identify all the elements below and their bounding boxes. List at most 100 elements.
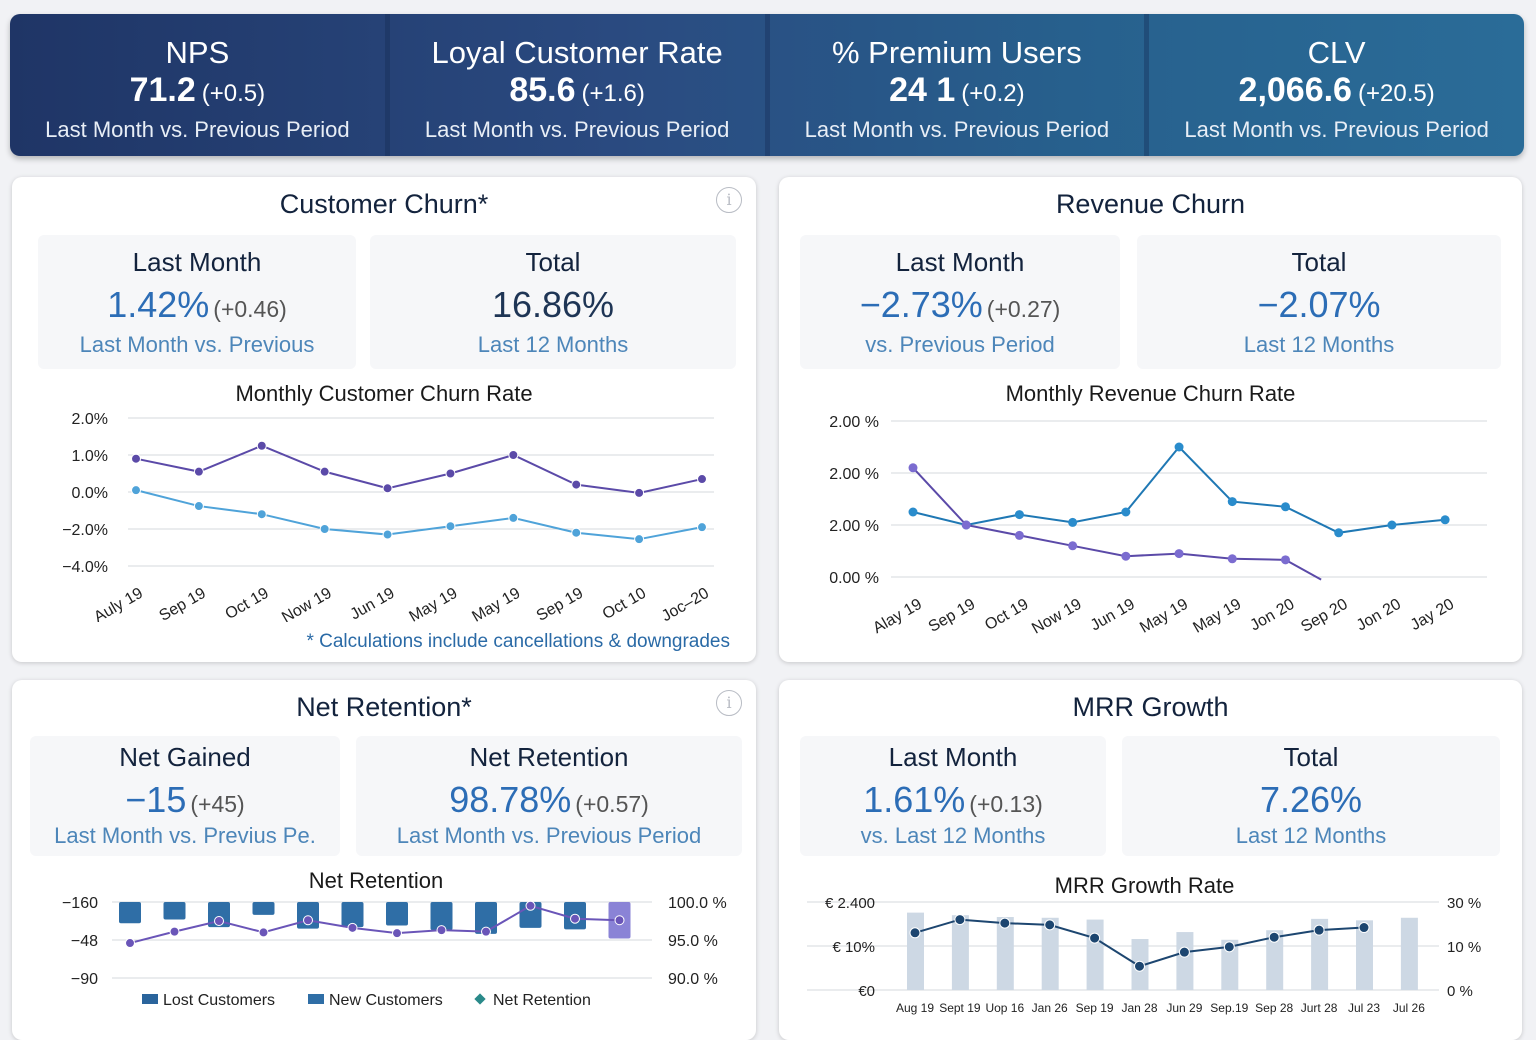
bar [951, 915, 969, 990]
x-tick-label: Sep 28 [1255, 1001, 1293, 1015]
panel-delta: (+45) [190, 791, 245, 817]
series-0-point [1280, 502, 1290, 512]
net-retention-point [347, 922, 358, 933]
legend-label: New Customers [329, 992, 443, 1009]
series-0-point [508, 450, 519, 460]
x-tick-label: Jurt 28 [1301, 1001, 1338, 1015]
y-tick-label: 1.0% [72, 448, 108, 465]
net-retention-point [525, 900, 536, 911]
panel-label: Last Month [888, 742, 1018, 772]
growth-rate-point [999, 917, 1011, 929]
kpi-title: Loyal Customer Rate [431, 35, 723, 70]
legend-swatch [142, 994, 158, 1004]
last-month-panel: Last Month 1.42% (+0.46) Last Month vs. P… [38, 235, 356, 369]
kpi-nps[interactable]: NPS 71.2 (+0.5) Last Month vs. Previous Per… [10, 14, 390, 156]
x-tick-label: Oct 19 [982, 596, 1031, 634]
mrr-growth-chart: € 2.400 € 10% €0 30 % 10 % 0 % Aug 19 Sept 19 Uo… [807, 895, 1481, 1015]
bar [1311, 918, 1329, 990]
bar [1266, 930, 1284, 990]
total-panel: Total −2.07% Last 12 Months [1137, 235, 1501, 369]
x-tick-label: May 19 [407, 585, 461, 622]
series-1-point [1174, 549, 1184, 559]
info-icon[interactable]: i [716, 187, 742, 213]
series-1-point [697, 522, 707, 533]
kpi-premium-users[interactable]: % Premium Users 24 1 (+0.2) Last Month vs. … [770, 14, 1150, 156]
series-1-point [382, 529, 393, 540]
x-tick-label: Jul 23 [1348, 1001, 1380, 1015]
series-0-point [634, 487, 645, 498]
last-month-panel: Last Month −2.73% (+0.27) vs. Previous Pe… [800, 235, 1120, 369]
x-tick-label: Aug 19 [896, 1001, 934, 1015]
chart-title: Net Retention [308, 868, 444, 893]
customer-churn-card: Customer Churn* i Last Month 1.42% (+0.46… [12, 177, 756, 662]
panel-delta: (+0.57) [575, 791, 649, 817]
series-1-point [1280, 555, 1290, 565]
kpi-clv[interactable]: CLV 2,066.6 (+20.5) Last Month vs. Previous… [1149, 14, 1524, 156]
bar-lost-customers [208, 902, 230, 928]
kpi-delta: (+20.5) [1357, 80, 1435, 107]
y-right-tick-label: 100.0 % [668, 895, 727, 912]
y-tick-label: 0.00 % [829, 570, 879, 587]
y-right-tick-label: 10 % [1447, 939, 1481, 956]
kpi-delta: (+0.2) [961, 80, 1025, 107]
kpi-title: % Premium Users [831, 35, 1082, 70]
x-tick-label: Jay 20 [1408, 596, 1457, 634]
y-left-tick-label: €0 [858, 983, 875, 1000]
x-tick-label: Sep 19 [534, 585, 587, 622]
panel-sub: Last 12 Months [477, 332, 629, 357]
net-retention-chart: −160 −48 −90 100.0 % 95.0 % 90.0 % Lost Custom… [62, 895, 727, 1009]
net-retention-point [570, 913, 580, 924]
series-1-point [131, 485, 141, 496]
panel-sub: vs. Last 12 Months [860, 823, 1046, 848]
kpi-sub: Last Month vs. Previous Period [804, 117, 1110, 142]
x-tick-label: Jun 19 [347, 585, 397, 622]
bar-lost-customers [163, 902, 186, 920]
x-tick-label: May 19 [1190, 596, 1244, 637]
x-tick-label: Jan 28 [1121, 1001, 1157, 1015]
x-tick-label: May 19 [469, 585, 523, 622]
series-1-point [319, 524, 330, 534]
series-1-point [1121, 551, 1131, 561]
x-tick-label: Now 19 [1029, 596, 1085, 638]
info-icon[interactable]: i [716, 690, 742, 716]
net-retention-point [436, 925, 447, 936]
growth-rate-point [1358, 922, 1370, 934]
series-0-point [131, 453, 141, 464]
growth-rate-point [1178, 946, 1190, 958]
kpi-loyal-rate[interactable]: Loyal Customer Rate 85.6 (+1.6) Last Month … [390, 14, 770, 156]
series-0-point [319, 466, 330, 477]
series-0-point [571, 479, 582, 490]
panel-value: 1.61% [863, 779, 966, 820]
panel-value: −2.73% [859, 284, 983, 325]
y-right-tick-label: 95.0 % [668, 933, 718, 950]
growth-rate-point [1223, 941, 1235, 953]
panel-label: Total [1283, 742, 1339, 772]
y-tick-label: 2.0% [72, 411, 108, 428]
panel-value: 98.78% [449, 779, 572, 820]
series-0-point [1121, 507, 1131, 517]
growth-rate-point [1268, 931, 1280, 943]
bar-lost-customers [386, 902, 408, 926]
kpi-delta: (+1.6) [581, 80, 645, 107]
net-retention-point [125, 938, 135, 949]
series-0-point [1174, 442, 1184, 452]
net-gained-panel: Net Gained −15 (+45) Last Month vs. Previ… [30, 736, 340, 856]
kpi-value: 85.6 [509, 71, 576, 109]
card-title: Net Retention* [296, 692, 472, 722]
y-tick-label: 0.0% [72, 485, 108, 502]
total-panel: Total 7.26% Last 12 Months [1122, 736, 1500, 856]
panel-label: Total [525, 247, 581, 277]
chart-title: Monthly Customer Churn Rate [235, 381, 533, 406]
y-tick-label: 2.00 % [829, 414, 879, 431]
panel-label: Last Month [132, 247, 262, 277]
series-1-line [135, 489, 703, 541]
series-0-line [912, 445, 1446, 534]
kpi-delta: (+0.5) [201, 80, 266, 107]
series-0-point [1440, 515, 1450, 525]
growth-rate-point [1044, 919, 1056, 931]
bar [1176, 932, 1194, 990]
chart-title: Monthly Revenue Churn Rate [1005, 381, 1296, 406]
series-0-point [193, 466, 204, 477]
series-0-point [1068, 517, 1078, 527]
x-tick-label: Jul 26 [1393, 1001, 1425, 1015]
